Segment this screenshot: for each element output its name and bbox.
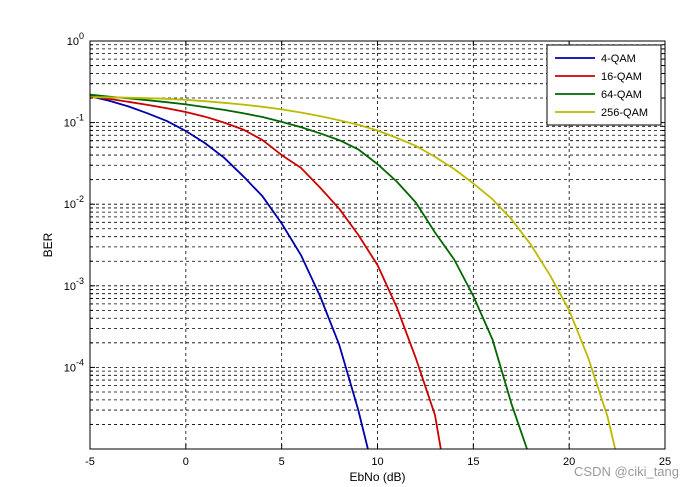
x-tick-label: -5 [85, 456, 95, 468]
y-tick-label: 10-4 [64, 357, 84, 374]
legend: 4-QAM 16-QAM 64-QAM 256-QAM [546, 44, 662, 126]
y-tick-label: 10-3 [64, 276, 84, 293]
legend-label: 64-QAM [601, 89, 642, 101]
series-line-64-qam [89, 93, 528, 450]
x-tick-label: 25 [659, 456, 671, 468]
watermark-text: CSDN @ciki_tang [574, 464, 679, 479]
x-tick-label: 15 [467, 456, 479, 468]
legend-label: 256-QAM [601, 107, 648, 119]
x-axis-label: EbNo (dB) [349, 470, 405, 484]
y-axis-label: BER [41, 232, 55, 257]
legend-label: 16-QAM [601, 71, 642, 83]
series-line-256-qam [89, 96, 617, 450]
x-tick-label: 5 [279, 456, 285, 468]
y-tick-label: 10-1 [64, 113, 84, 130]
legend-label: 4-QAM [601, 53, 636, 65]
series-line-16-qam [89, 95, 442, 450]
series-layer [89, 93, 617, 450]
tick-layer: -5 0 5 10 15 20 25 10-4 10-3 10-2 10-1 100 [64, 31, 671, 468]
x-tick-label: 10 [371, 456, 383, 468]
y-tick-label: 10-2 [64, 194, 84, 211]
x-tick-label: 20 [563, 456, 575, 468]
y-tick-label: 100 [67, 31, 84, 48]
x-tick-label: 0 [183, 456, 189, 468]
series-line-4-qam [89, 95, 369, 450]
